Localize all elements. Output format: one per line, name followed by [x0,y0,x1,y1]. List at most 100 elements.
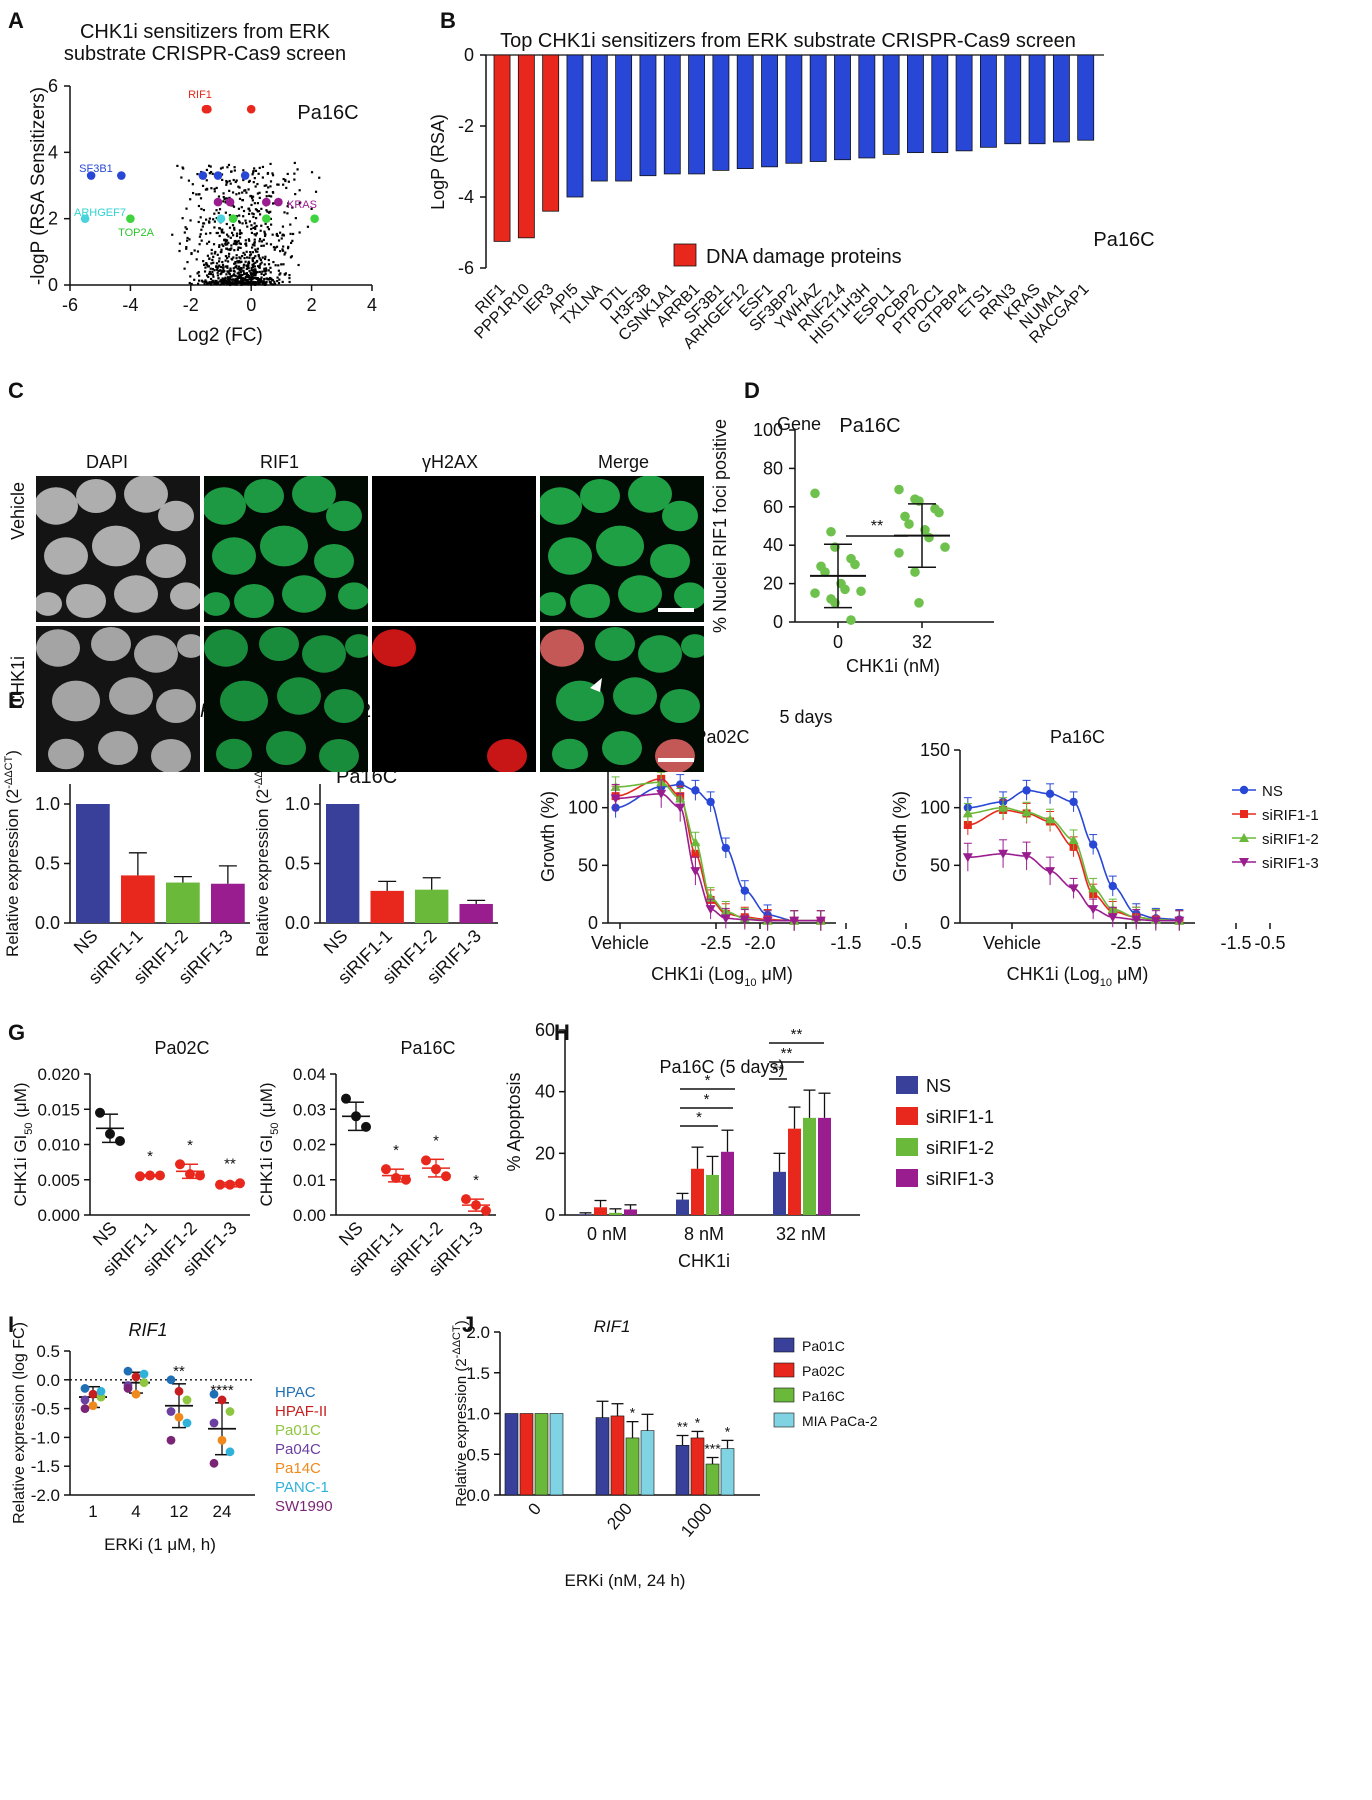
f-ytick-label: 50 [930,855,950,875]
a-background-point [222,192,225,195]
a-background-point [224,281,227,284]
j-bar-pa16c [534,1413,549,1496]
i-data-point [174,1386,184,1396]
b-bar-arhgef12 [736,54,754,169]
a-background-point [261,283,264,286]
h-significance-label: * [696,1109,702,1126]
a-background-point [208,172,211,175]
g-significance-label: ** [224,1156,236,1173]
h-ytick-label: 20 [535,1143,555,1163]
a-background-point [208,257,211,261]
e-ytick-label: 1.0 [285,794,310,814]
a-background-point [237,261,240,264]
a-background-point [196,250,200,253]
a-background-point [269,266,272,269]
a-background-point [269,223,273,226]
nucleus [146,544,186,578]
a-background-point [263,269,266,272]
a-background-point [215,186,218,190]
j-bar-mia-paca-2 [640,1430,655,1496]
a-background-point [244,260,247,263]
a-background-point [263,230,266,233]
a-background-point [189,198,192,201]
j-significance-label: * [695,1414,701,1430]
a-background-point [237,185,240,188]
f-curve-sirif1-1 [967,809,1178,922]
a-background-point [260,276,263,279]
a-background-point [238,273,241,276]
a-background-point [237,265,241,268]
d-data-point [840,584,850,595]
f-xtick-label: -2.5 [700,933,731,953]
e-bar-sirif1-3 [211,883,245,923]
tile-rif1-vehicle [204,476,368,622]
a-background-point [258,237,262,241]
b-bar-pcbp2 [907,54,924,154]
col-label-gh2ax: γH2AX [422,452,479,472]
a-background-point [256,271,259,274]
a-background-point [251,196,254,200]
a-background-point [205,218,208,221]
a-background-point [222,268,225,271]
a-background-point [223,197,226,201]
a-background-point [197,193,200,196]
a-background-point [193,278,196,281]
nucleus [324,689,364,723]
a-background-point [245,191,248,194]
nucleus [674,582,704,610]
a-background-point [236,267,239,270]
f-xtick-label: -2.0 [744,933,775,953]
panel-letter-b: B [440,8,456,33]
a-background-point [237,260,241,263]
a-background-point [203,263,206,266]
scale-bar [658,758,694,762]
a-gene-label-kras: KRAS [287,199,317,211]
a-background-point [286,247,290,250]
a-background-point [229,269,232,272]
a-background-point [238,276,241,280]
a-background-point [224,201,227,204]
b-cell-line-label: Pa16C [1093,229,1154,251]
a-background-point [245,222,248,225]
a-background-point [229,170,233,173]
f-legend-marker [1240,810,1248,818]
a-background-point [258,270,261,274]
a-background-point [231,224,235,227]
a-background-point [190,252,193,256]
nucleus [487,739,527,772]
h-bar-sirif1-2 [609,1212,622,1215]
a-background-point [210,281,213,284]
a-background-point [238,242,241,245]
i-title: RIF1 [128,1320,167,1340]
a-background-point [287,245,290,248]
a-background-point [212,243,216,246]
a-background-point [255,232,259,235]
i-data-point [209,1418,219,1428]
nucleus [613,677,657,715]
a-background-point [272,246,276,249]
j-significance-label: *** [704,1441,721,1457]
nucleus [124,476,168,513]
a-background-point [253,272,256,275]
panel-letter-e: E [8,688,23,713]
panel-letter-j: J [462,1312,474,1337]
a-background-point [205,262,208,265]
a-background-point [246,278,249,282]
i-data-point [123,1366,133,1376]
a-background-point [218,227,221,230]
scale-bar [658,608,694,612]
a-background-point [261,165,265,169]
a-background-point [258,257,261,260]
a-background-point [216,253,219,256]
a-background-point [276,276,279,279]
a-background-point [183,267,186,270]
e-y-label: Relative expression (2-ΔΔCT) [253,750,272,957]
a-background-point [255,283,258,286]
f-point-sirif1-3 [1045,867,1056,877]
f-legend-marker [1239,785,1249,795]
g-ytick-label: 0.015 [37,1100,80,1119]
a-background-point [230,257,233,260]
a-background-point [253,241,256,244]
a-background-point [180,176,183,179]
a-background-point [226,197,229,200]
